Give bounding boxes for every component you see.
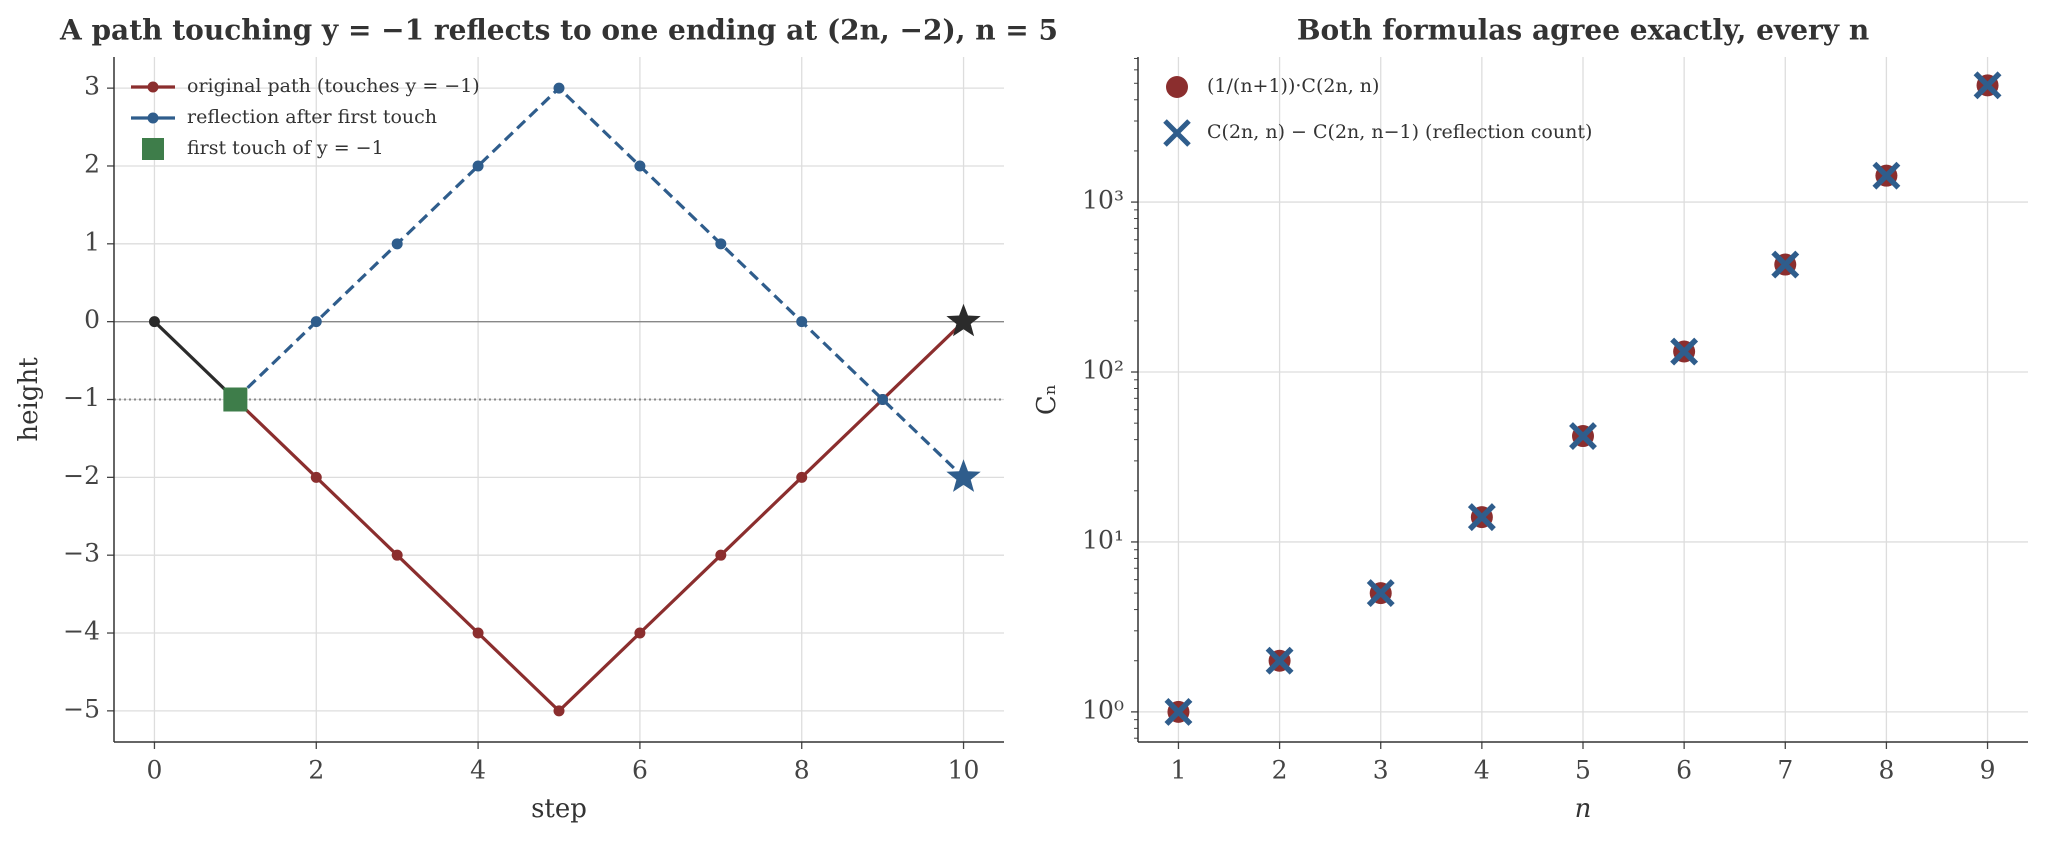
- x-stroke: [1973, 71, 2002, 100]
- point: [877, 394, 889, 405]
- legend-label: C(2n, n) − C(2n, n−1) (reflection count): [1207, 121, 1592, 143]
- x-stroke: [1569, 422, 1597, 450]
- x-tick-label: 7: [1777, 756, 1793, 785]
- point: [310, 471, 322, 483]
- point: [148, 316, 160, 328]
- x-tick-label: 10: [948, 756, 980, 785]
- x-tick-label: 4: [470, 756, 486, 785]
- x-marker: [1164, 697, 1193, 726]
- x-tick-label: 9: [1980, 756, 1996, 785]
- series-line: [234, 85, 965, 479]
- point: [796, 471, 808, 483]
- legend-marker: [1163, 119, 1191, 147]
- y-tick-label: 10⁰: [1082, 695, 1124, 724]
- end-star: [946, 459, 981, 492]
- y-tick-label: −5: [63, 694, 100, 723]
- point: [472, 160, 484, 172]
- x-stroke: [1265, 646, 1294, 675]
- x-tick-label: 0: [147, 756, 163, 785]
- x-marker: [1771, 250, 1800, 279]
- y-tick-label: −1: [63, 383, 100, 412]
- point: [310, 316, 322, 328]
- x-marker: [1467, 503, 1496, 532]
- x-tick-label: 8: [794, 756, 810, 785]
- x-stroke: [1872, 161, 1901, 190]
- point: [391, 238, 403, 250]
- legend-label: original path (touches y = −1): [187, 75, 480, 97]
- point: [472, 627, 484, 639]
- y-axis-label: Cₙ: [1032, 384, 1062, 415]
- chart-title: A path touching y = −1 reflects to one e…: [59, 14, 1058, 47]
- y-tick-label: 3: [84, 72, 100, 101]
- y-tick-label: 10³: [1082, 186, 1124, 215]
- x-tick-label: 6: [1676, 756, 1692, 785]
- legend-marker: [147, 81, 159, 93]
- x-tick-label: 1: [1171, 756, 1187, 785]
- x-tick-label: 4: [1474, 756, 1490, 785]
- x-marker: [1872, 161, 1901, 190]
- x-marker: [1366, 579, 1395, 608]
- x-tick-label: 6: [632, 756, 648, 785]
- y-axis-label: height: [14, 357, 44, 442]
- y-tick-label: 10²: [1082, 356, 1124, 385]
- y-tick-label: 1: [84, 227, 100, 256]
- x-stroke: [1366, 579, 1395, 608]
- legend-label: (1/(n+1))·C(2n, n): [1207, 75, 1379, 97]
- y-tick-label: 2: [84, 149, 100, 178]
- x-marker: [1670, 337, 1699, 366]
- y-tick-label: −4: [63, 617, 100, 646]
- x-marker: [1569, 422, 1597, 450]
- point: [391, 549, 403, 561]
- point: [634, 160, 646, 172]
- x-stroke: [1771, 250, 1800, 279]
- y-tick-label: −3: [63, 539, 100, 568]
- series-line: [234, 320, 965, 714]
- x-axis-label: n: [1575, 794, 1592, 824]
- point: [634, 627, 646, 639]
- x-stroke: [1467, 503, 1496, 532]
- x-tick-label: 2: [1272, 756, 1288, 785]
- y-tick-label: 0: [84, 305, 100, 334]
- legend-marker: [142, 138, 164, 160]
- series-line: [153, 320, 237, 401]
- point: [796, 316, 808, 328]
- x-marker: [1973, 71, 2002, 100]
- y-tick-label: 10¹: [1082, 525, 1124, 554]
- x-axis-label: step: [531, 794, 587, 824]
- legend-label: first touch of y = −1: [187, 137, 384, 159]
- touch-marker: [223, 387, 248, 412]
- y-tick-label: −2: [63, 461, 100, 490]
- legend-marker: [147, 112, 159, 124]
- x-tick-label: 3: [1373, 756, 1389, 785]
- point: [553, 705, 565, 717]
- x-tick-label: 8: [1878, 756, 1894, 785]
- point: [553, 82, 565, 94]
- point: [715, 238, 727, 250]
- x-tick-label: 2: [308, 756, 324, 785]
- point: [715, 549, 727, 561]
- legend-marker: [1166, 76, 1188, 98]
- chart-title: Both formulas agree exactly, every n: [1297, 14, 1869, 47]
- x-marker: [1265, 646, 1294, 675]
- end-star: [946, 303, 981, 337]
- x-stroke: [1164, 697, 1193, 726]
- legend-label: reflection after first touch: [187, 106, 437, 128]
- x-tick-label: 5: [1575, 756, 1591, 785]
- x-stroke: [1670, 337, 1699, 366]
